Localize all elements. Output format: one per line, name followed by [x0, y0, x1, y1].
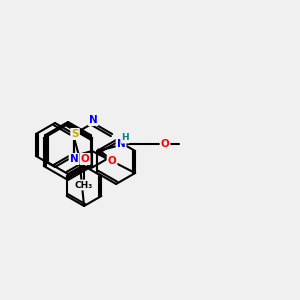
Text: S: S — [71, 129, 79, 139]
Text: N: N — [70, 154, 78, 164]
Text: O: O — [108, 156, 116, 166]
Text: O: O — [81, 154, 89, 164]
Text: CH₃: CH₃ — [75, 181, 93, 190]
Text: H: H — [121, 134, 129, 142]
Text: N: N — [89, 115, 98, 125]
Text: N: N — [117, 139, 125, 149]
Text: O: O — [161, 139, 170, 149]
